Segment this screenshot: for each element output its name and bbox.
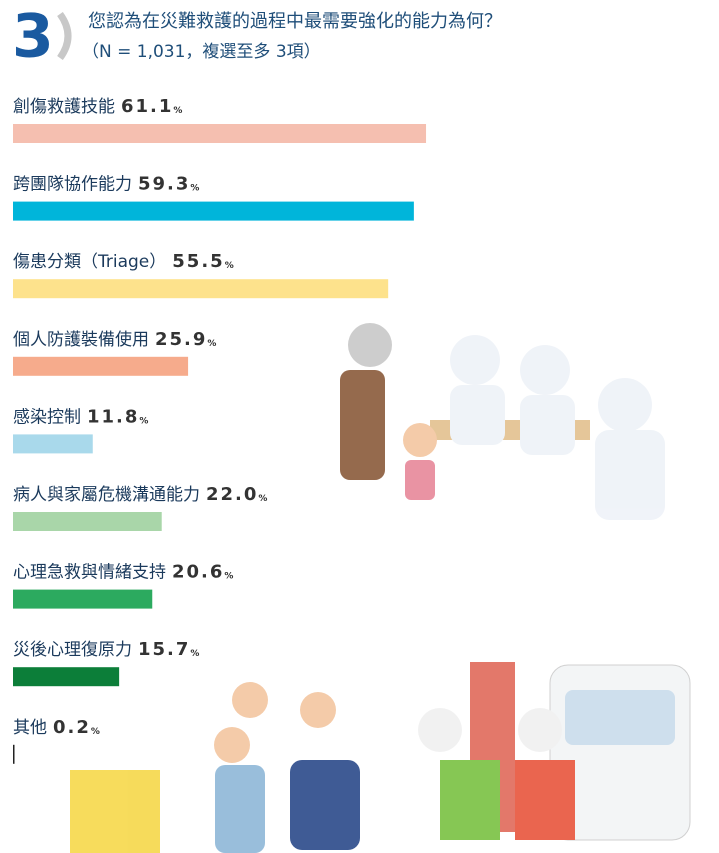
value-label: 25.9: [155, 329, 207, 350]
bar-label: 心理急救與情緒支持 20.6%: [13, 562, 233, 583]
value-label: 59.3: [138, 174, 190, 195]
bar: [13, 124, 427, 143]
bar: [13, 667, 120, 687]
bar: [13, 434, 93, 454]
unit-label: %: [207, 338, 216, 348]
category-label: 心理急救與情緒支持: [13, 563, 166, 583]
unit-label: %: [190, 183, 199, 193]
bar: [13, 512, 162, 531]
bar-label: 災後心理復原力 15.7%: [13, 639, 199, 660]
category-label: 病人與家屬危機溝通能力: [13, 485, 200, 505]
illustration-medical-staff: [340, 323, 665, 520]
category-label: 其他: [13, 718, 47, 738]
chart-title: 您認為在災難救護的過程中最需要強化的能力為何？: [88, 11, 502, 32]
unit-label: %: [225, 261, 234, 271]
unit-label: %: [224, 571, 233, 581]
value-label: 22.0: [206, 484, 258, 505]
bar-label: 個人防護裝備使用 25.9%: [13, 329, 216, 350]
bar: [13, 744, 15, 764]
chart-subtitle: （N = 1,031，複選至多 3項）: [82, 42, 321, 62]
unit-label: %: [139, 416, 148, 426]
bar-label: 其他 0.2%: [13, 717, 100, 738]
category-label: 感染控制: [13, 407, 81, 427]
bar-label: 創傷救護技能 61.1%: [13, 96, 182, 117]
category-label: 個人防護裝備使用: [13, 329, 149, 350]
question-number: 3: [12, 2, 54, 72]
bracket: [57, 11, 72, 61]
unit-label: %: [190, 649, 199, 659]
bar: [13, 279, 389, 299]
unit-label: %: [91, 726, 100, 736]
value-label: 0.2: [53, 717, 91, 738]
illustration-rescue-scene: [70, 662, 691, 853]
bar: [13, 201, 414, 221]
bar-label: 傷患分類（Triage） 55.5%: [13, 251, 234, 272]
bar-label: 感染控制 11.8%: [13, 406, 148, 427]
value-label: 20.6: [172, 562, 224, 583]
category-label: 創傷救護技能: [13, 97, 115, 117]
bar: [13, 589, 153, 609]
category-label: 傷患分類（Triage）: [13, 252, 166, 272]
bar: [13, 356, 189, 376]
bar-label: 跨團隊協作能力 59.3%: [13, 174, 199, 195]
value-label: 61.1: [121, 96, 173, 117]
category-label: 災後心理復原力: [13, 640, 132, 660]
unit-label: %: [173, 106, 182, 116]
bar-label: 病人與家屬危機溝通能力 22.0%: [13, 484, 267, 505]
value-label: 11.8: [87, 406, 139, 427]
value-label: 15.7: [138, 639, 190, 660]
unit-label: %: [258, 494, 267, 504]
category-label: 跨團隊協作能力: [13, 175, 132, 195]
value-label: 55.5: [172, 251, 224, 272]
